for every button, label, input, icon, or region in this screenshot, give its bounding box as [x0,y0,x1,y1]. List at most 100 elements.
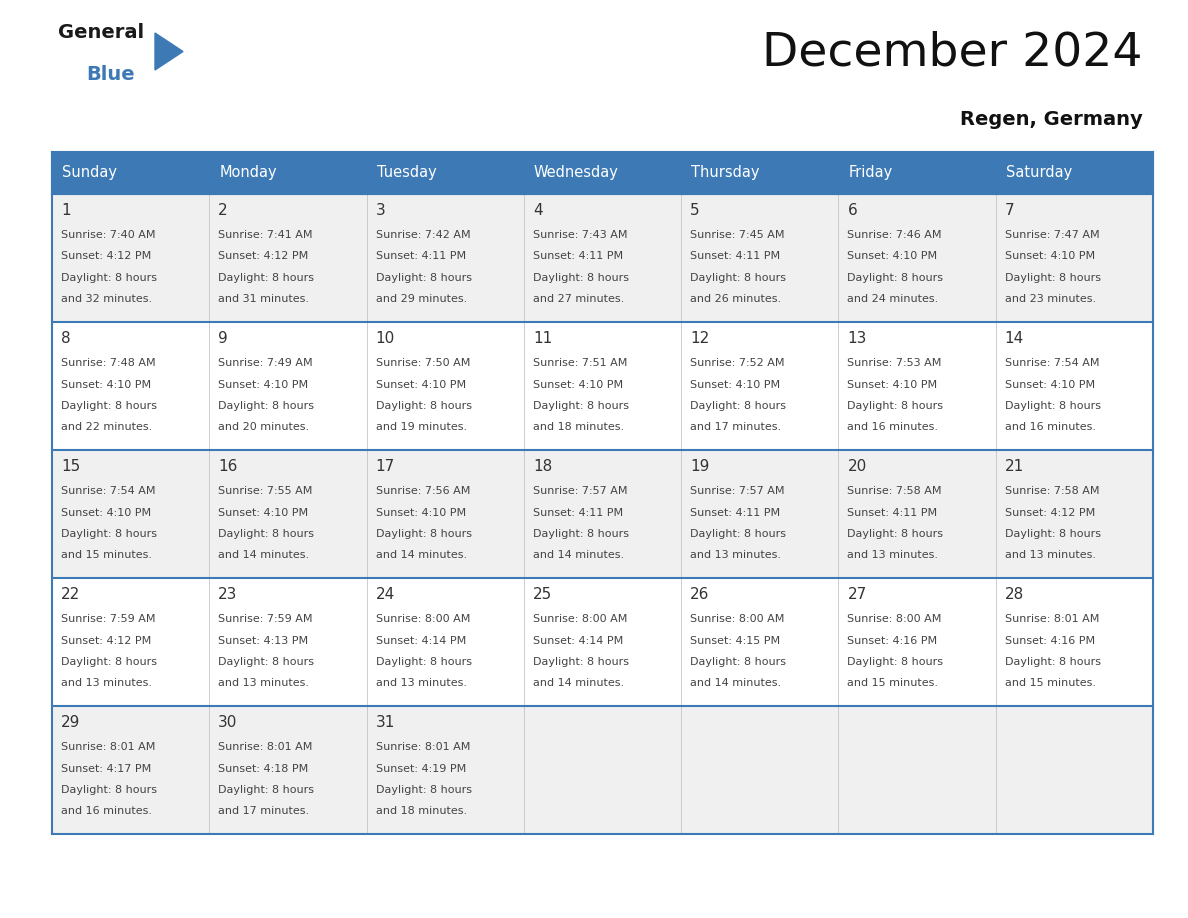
Text: and 20 minutes.: and 20 minutes. [219,422,309,432]
Text: 30: 30 [219,715,238,730]
Bar [681,450,839,578]
Text: 7: 7 [1005,203,1015,218]
Text: Sunset: 4:10 PM: Sunset: 4:10 PM [375,508,466,518]
Text: Sunrise: 7:57 AM: Sunrise: 7:57 AM [690,486,784,496]
Text: Daylight: 8 hours: Daylight: 8 hours [61,785,157,795]
Text: and 16 minutes.: and 16 minutes. [61,807,152,816]
Bar [681,578,839,706]
Text: Sunset: 4:11 PM: Sunset: 4:11 PM [533,252,623,262]
Text: and 22 minutes.: and 22 minutes. [61,422,152,432]
Bar [52,578,209,706]
Text: Daylight: 8 hours: Daylight: 8 hours [847,401,943,411]
Text: Sunset: 4:11 PM: Sunset: 4:11 PM [847,508,937,518]
Text: and 14 minutes.: and 14 minutes. [219,551,309,561]
Text: Sunset: 4:10 PM: Sunset: 4:10 PM [1005,252,1095,262]
Text: 18: 18 [533,459,552,474]
Bar [681,322,839,450]
Text: Daylight: 8 hours: Daylight: 8 hours [375,273,472,283]
Text: Sunrise: 7:59 AM: Sunrise: 7:59 AM [61,614,156,624]
Text: December 2024: December 2024 [763,30,1143,75]
Text: Daylight: 8 hours: Daylight: 8 hours [61,273,157,283]
Text: Daylight: 8 hours: Daylight: 8 hours [847,273,943,283]
Text: Sunset: 4:15 PM: Sunset: 4:15 PM [690,635,781,645]
Text: Sunset: 4:17 PM: Sunset: 4:17 PM [61,764,151,774]
Bar [839,152,996,194]
Text: Daylight: 8 hours: Daylight: 8 hours [61,529,157,539]
Text: 29: 29 [61,715,81,730]
Text: and 15 minutes.: and 15 minutes. [847,678,939,688]
Text: Daylight: 8 hours: Daylight: 8 hours [1005,273,1101,283]
Text: Daylight: 8 hours: Daylight: 8 hours [61,401,157,411]
Text: Sunset: 4:11 PM: Sunset: 4:11 PM [533,508,623,518]
Text: Daylight: 8 hours: Daylight: 8 hours [1005,657,1101,667]
Bar [839,706,996,834]
Text: 20: 20 [847,459,867,474]
Text: 23: 23 [219,587,238,602]
Text: 2: 2 [219,203,228,218]
Bar [524,322,681,450]
Text: Sunset: 4:14 PM: Sunset: 4:14 PM [533,635,624,645]
Text: Daylight: 8 hours: Daylight: 8 hours [219,529,315,539]
Text: Sunset: 4:10 PM: Sunset: 4:10 PM [847,252,937,262]
Text: Sunrise: 7:54 AM: Sunrise: 7:54 AM [61,486,156,496]
Text: 28: 28 [1005,587,1024,602]
Text: Monday: Monday [220,165,277,181]
Text: and 18 minutes.: and 18 minutes. [375,807,467,816]
Text: and 16 minutes.: and 16 minutes. [1005,422,1095,432]
Bar [524,578,681,706]
Text: Sunset: 4:12 PM: Sunset: 4:12 PM [219,252,309,262]
Text: 16: 16 [219,459,238,474]
Text: and 14 minutes.: and 14 minutes. [375,551,467,561]
Text: Sunset: 4:12 PM: Sunset: 4:12 PM [61,635,151,645]
Bar [52,194,209,322]
Text: Sunset: 4:10 PM: Sunset: 4:10 PM [847,379,937,389]
Text: Saturday: Saturday [1006,165,1072,181]
Text: Sunset: 4:10 PM: Sunset: 4:10 PM [219,379,309,389]
Text: Sunrise: 7:47 AM: Sunrise: 7:47 AM [1005,230,1099,240]
Text: Sunset: 4:11 PM: Sunset: 4:11 PM [690,252,781,262]
Text: Thursday: Thursday [691,165,759,181]
Text: Tuesday: Tuesday [377,165,436,181]
Text: and 14 minutes.: and 14 minutes. [533,551,624,561]
Text: Sunrise: 7:59 AM: Sunrise: 7:59 AM [219,614,312,624]
Bar [996,450,1154,578]
Text: Daylight: 8 hours: Daylight: 8 hours [847,657,943,667]
Text: Daylight: 8 hours: Daylight: 8 hours [533,657,628,667]
Text: 1: 1 [61,203,70,218]
Text: Daylight: 8 hours: Daylight: 8 hours [533,401,628,411]
Text: Sunrise: 7:50 AM: Sunrise: 7:50 AM [375,358,470,368]
Text: Sunrise: 8:00 AM: Sunrise: 8:00 AM [690,614,784,624]
Bar [367,152,524,194]
Text: Daylight: 8 hours: Daylight: 8 hours [533,273,628,283]
Text: and 19 minutes.: and 19 minutes. [375,422,467,432]
Bar [209,706,367,834]
Text: Wednesday: Wednesday [533,165,619,181]
Text: Sunrise: 8:00 AM: Sunrise: 8:00 AM [847,614,942,624]
Text: Sunrise: 7:42 AM: Sunrise: 7:42 AM [375,230,470,240]
Bar [209,578,367,706]
Text: Sunset: 4:10 PM: Sunset: 4:10 PM [375,379,466,389]
Bar [839,194,996,322]
Text: 27: 27 [847,587,867,602]
Text: Sunset: 4:11 PM: Sunset: 4:11 PM [690,508,781,518]
Bar [367,322,524,450]
Text: Daylight: 8 hours: Daylight: 8 hours [1005,401,1101,411]
Text: 25: 25 [533,587,552,602]
Bar [996,194,1154,322]
Text: and 14 minutes.: and 14 minutes. [533,678,624,688]
Text: 3: 3 [375,203,385,218]
Text: 6: 6 [847,203,858,218]
Text: and 17 minutes.: and 17 minutes. [219,807,309,816]
Bar [681,194,839,322]
Bar [209,194,367,322]
Bar [839,450,996,578]
Text: and 31 minutes.: and 31 minutes. [219,295,309,305]
Text: and 13 minutes.: and 13 minutes. [1005,551,1095,561]
Text: and 13 minutes.: and 13 minutes. [61,678,152,688]
Text: Sunset: 4:19 PM: Sunset: 4:19 PM [375,764,466,774]
Text: Sunrise: 8:01 AM: Sunrise: 8:01 AM [375,742,470,752]
Text: Daylight: 8 hours: Daylight: 8 hours [219,785,315,795]
Text: and 29 minutes.: and 29 minutes. [375,295,467,305]
Text: 15: 15 [61,459,81,474]
Text: Daylight: 8 hours: Daylight: 8 hours [1005,529,1101,539]
